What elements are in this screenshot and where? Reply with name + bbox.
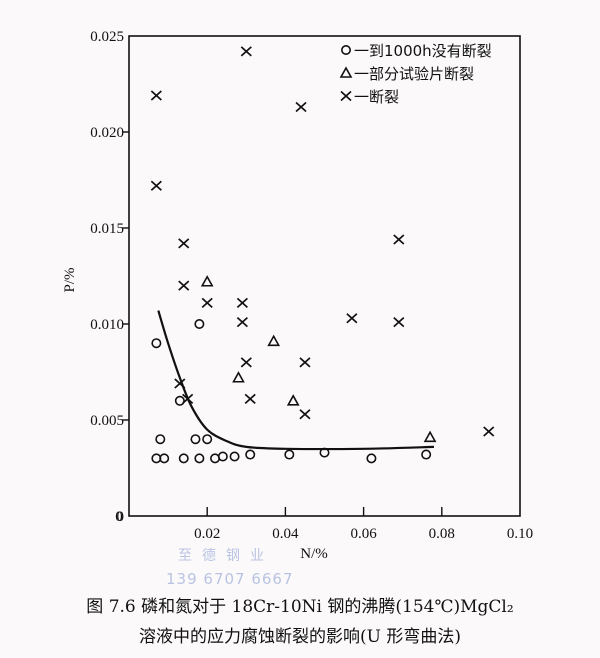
triangle-marker — [423, 430, 437, 443]
y-axis-ticks: 0 0.005 0.010 0.015 0.020 0.025 — [90, 29, 129, 525]
boundary-curve — [157, 310, 435, 451]
cross-marker — [393, 234, 405, 245]
triangle-marker — [267, 334, 281, 347]
circle-marker — [366, 453, 377, 464]
cross-marker — [182, 393, 194, 405]
circle-marker — [217, 451, 228, 462]
cross-marker — [299, 409, 311, 420]
circle-marker — [174, 395, 185, 406]
legend-label: 一断裂 — [354, 88, 399, 106]
y-tick-label: 0.015 — [90, 221, 124, 237]
cross-marker — [393, 316, 405, 328]
plot-frame — [128, 35, 521, 517]
circle-marker — [340, 44, 351, 55]
circle-marker — [319, 447, 330, 458]
circle-marker — [202, 434, 213, 445]
y-tick-label: 0 — [117, 509, 125, 525]
watermark-company: 至德钢业 — [178, 548, 274, 564]
cross-marker — [150, 180, 162, 191]
x-tick-label: 0 — [115, 509, 123, 525]
x-tick-label: 0.04 — [272, 526, 299, 542]
x-axis-label: N/% — [300, 546, 328, 562]
cross-marker — [346, 313, 358, 324]
cross-marker — [178, 238, 190, 249]
triangle-marker — [232, 371, 245, 383]
circle-marker — [190, 434, 201, 445]
circle-marker — [151, 338, 162, 349]
legend-label: 一部分试验片断裂 — [354, 65, 474, 83]
cross-marker — [240, 46, 252, 57]
cross-marker — [201, 297, 213, 309]
cross-marker — [178, 280, 190, 291]
cross-marker — [240, 357, 252, 368]
cross-marker — [174, 378, 186, 389]
cross-marker — [483, 426, 495, 437]
cross-marker — [340, 90, 352, 102]
triangle-marker — [200, 275, 214, 287]
y-tick-label: 0.010 — [90, 317, 124, 333]
circle-marker — [178, 453, 189, 464]
x-axis-ticks: 0 0.02 0.04 0.06 0.08 0.10 — [115, 507, 533, 542]
x-tick-label: 0.06 — [350, 526, 377, 542]
circle-marker — [229, 451, 240, 462]
cross-marker — [236, 316, 248, 328]
cross-marker — [295, 101, 307, 113]
y-tick-label: 0.005 — [90, 413, 124, 429]
scatter-chart: 0 0.005 0.010 0.015 0.020 0.025 0 0.02 0.04 0.06… — [62, 29, 533, 562]
circle-marker — [155, 434, 166, 445]
circle-marker — [284, 449, 295, 460]
circle-marker — [194, 318, 205, 329]
triangle-marker — [339, 66, 353, 78]
cross-marker — [299, 357, 311, 368]
figure-caption-line-1: 图 7.6 磷和氮对于 18Cr-10Ni 钢的沸腾(154℃)MgCl₂ — [86, 597, 514, 617]
watermark-phone: 139 6707 6667 — [166, 570, 294, 588]
y-tick-label: 0.020 — [90, 125, 124, 141]
cross-marker — [150, 90, 162, 101]
x-tick-label: 0.10 — [507, 526, 533, 542]
y-tick-label: 0.025 — [90, 29, 124, 45]
triangle-marker — [286, 394, 300, 406]
y-axis-label: P/% — [62, 267, 78, 292]
circle-marker — [194, 453, 205, 464]
x-tick-label: 0.02 — [194, 526, 220, 542]
legend-label: 一到1000h没有断裂 — [354, 42, 492, 60]
circle-marker — [159, 453, 170, 464]
circle-marker — [421, 449, 432, 460]
circle-marker — [245, 449, 256, 460]
cross-marker — [236, 297, 248, 309]
cross-marker — [244, 393, 256, 405]
data-points — [150, 46, 495, 464]
figure-caption-line-2: 溶液中的应力腐蚀断裂的影响(U 形弯曲法) — [139, 627, 461, 647]
x-tick-label: 0.08 — [429, 526, 455, 542]
